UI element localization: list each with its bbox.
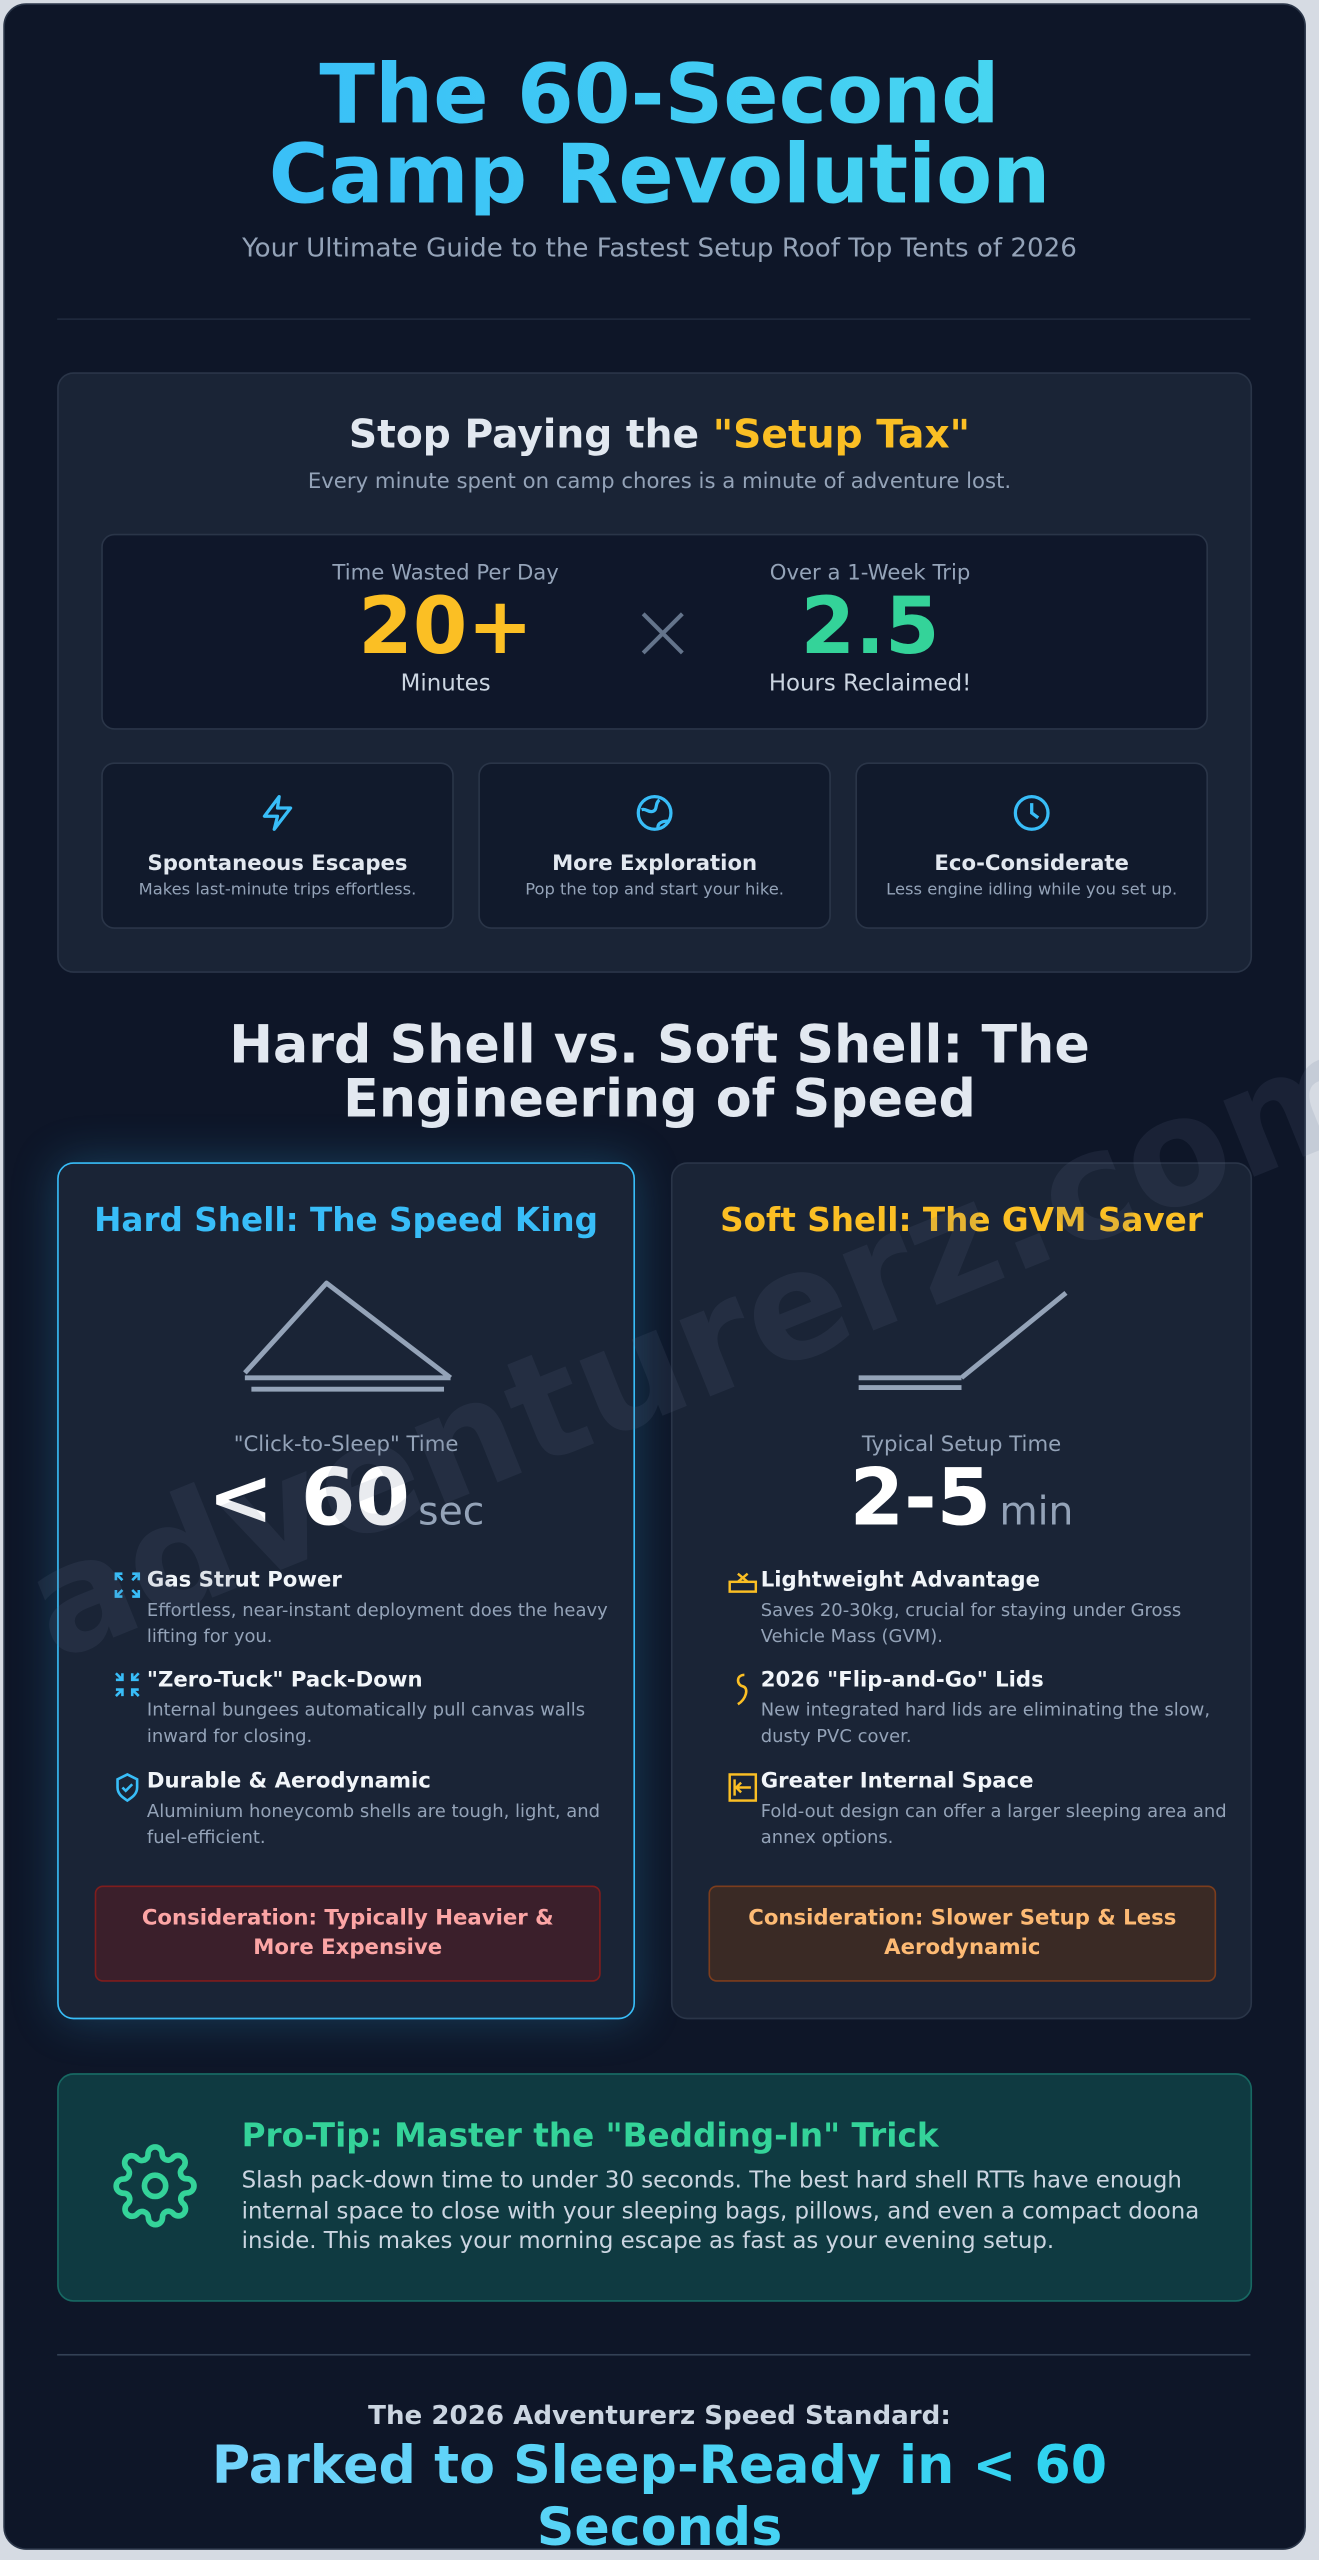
soft-shell-diagram: [858, 1290, 1068, 1391]
time-value: < 60: [207, 1452, 410, 1545]
stat: Time Wasted Per Day 20+ Minutes: [282, 562, 608, 697]
space-icon: [728, 1773, 758, 1802]
feature: "Zero-Tuck" Pack-Down Internal bungees au…: [114, 1668, 637, 1750]
stat-unit: Minutes: [400, 670, 491, 698]
benefit-text: Less engine idling while you set up.: [886, 881, 1178, 900]
hard-shell-diagram: [243, 1280, 453, 1392]
section-subtitle: Every minute spent on camp chores is a m…: [307, 470, 1012, 495]
section-title: Stop Paying the "Setup Tax": [0, 411, 1319, 457]
stat-value: 20+: [358, 581, 533, 673]
benefit-title: Spontaneous Escapes: [147, 852, 408, 877]
feature: Lightweight Advantage Saves 20-30kg, cruc…: [728, 1568, 1251, 1651]
tip-title: Pro-Tip: Master the "Bedding-In" Trick: [241, 2115, 939, 2155]
stats-box: [101, 533, 1208, 730]
feature-title: Durable & Aerodynamic: [146, 1769, 431, 1795]
footer-label: The 2026 Adventurerz Speed Standard:: [368, 2399, 951, 2431]
time-unit: min: [999, 1488, 1074, 1535]
divider: [57, 2353, 1251, 2356]
hard-shell-card: Hard Shell: The Speed King "Click-to-Sle…: [57, 1162, 637, 2020]
globe-icon: [636, 794, 673, 831]
time: 2-5 min: [673, 1458, 1251, 1540]
benefit-text: Pop the top and start your hike.: [525, 881, 784, 900]
weight-icon: [728, 1572, 758, 1593]
feature-title: 2026 "Flip-and-Go" Lids: [760, 1668, 1044, 1693]
benefit-title: Eco-Considerate: [934, 852, 1129, 877]
footer-headline: Parked to Sleep-Ready in < 60 Seconds: [88, 2434, 1231, 2558]
feature-text: Saves 20-30kg, crucial for staying under…: [760, 1599, 1182, 1648]
hook-icon: [736, 1673, 748, 1706]
feature: 2026 "Flip-and-Go" Lids New integrated ha…: [736, 1668, 1251, 1750]
consideration: Consideration: Typically Heavier & More …: [94, 1885, 601, 1982]
bolt-icon: [262, 794, 293, 831]
time-label: Typical Setup Time: [861, 1433, 1062, 1458]
stat-label: Over a 1-Week Trip: [769, 561, 971, 587]
feature-title: Greater Internal Space: [760, 1769, 1034, 1795]
time-value: 2-5: [849, 1452, 992, 1545]
benefit-card: Spontaneous Escapes Makes last-minute tri…: [101, 762, 454, 929]
soft-shell-card: Soft Shell: The GVM Saver Typical Setup …: [670, 1162, 1253, 2020]
time-unit: sec: [418, 1488, 485, 1535]
consideration: Consideration: Slower Setup & Less Aerod…: [708, 1885, 1217, 1982]
feature-text: Fold-out design can offer a larger sleep…: [760, 1800, 1227, 1848]
benefit-title: More Exploration: [552, 852, 758, 877]
times-icon: [641, 612, 684, 655]
feature-title: Gas Strut Power: [146, 1568, 342, 1594]
subtitle: Your Ultimate Guide to the Fastest Setup…: [242, 231, 1077, 263]
stat-value: 2.5: [800, 581, 940, 673]
divider: [57, 318, 1251, 320]
feature-text: Effortless, near-instant deployment does…: [146, 1599, 608, 1648]
comparison-title: Hard Shell vs. Soft Shell: The Engineeri…: [229, 1013, 1090, 1130]
feature-text: Aluminium honeycomb shells are tough, li…: [146, 1800, 601, 1848]
feature-text: Internal bungees automatically pull canv…: [146, 1699, 586, 1747]
title-highlight: "Setup Tax": [712, 411, 971, 458]
feature-title: "Zero-Tuck" Pack-Down: [146, 1668, 423, 1693]
clock-icon: [1013, 794, 1050, 831]
main-title: The 60-Second Camp Revolution: [196, 54, 1123, 216]
benefit-card: More Exploration Pop the top and start yo…: [478, 762, 831, 929]
expand-icon: [114, 1572, 141, 1598]
shield-icon: [116, 1772, 139, 1803]
benefit-card: Eco-Considerate Less engine idling while …: [855, 762, 1208, 929]
feature: Durable & Aerodynamic Aluminium honeycomb…: [116, 1769, 637, 1852]
stat-label: Time Wasted Per Day: [332, 561, 559, 587]
time-label: "Click-to-Sleep" Time: [233, 1433, 459, 1458]
card-title: Hard Shell: The Speed King: [94, 1199, 599, 1240]
card-title: Soft Shell: The GVM Saver: [720, 1199, 1203, 1240]
title-text: Stop Paying the: [348, 411, 713, 458]
benefit-text: Makes last-minute trips effortless.: [138, 881, 417, 900]
tip-text: Slash pack-down time to under 30 seconds…: [241, 2167, 1200, 2255]
feature: Gas Strut Power Effortless, near-instant …: [114, 1568, 637, 1651]
stat: Over a 1-Week Trip 2.5 Hours Reclaimed!: [707, 562, 1033, 697]
stat-unit: Hours Reclaimed!: [768, 670, 972, 698]
feature-title: Lightweight Advantage: [760, 1568, 1040, 1594]
pro-tip: Pro-Tip: Master the "Bedding-In" Trick S…: [57, 2073, 1253, 2302]
gear-icon: [113, 2144, 197, 2228]
feature-text: New integrated hard lids are eliminating…: [760, 1699, 1211, 1747]
compress-icon: [114, 1672, 140, 1698]
feature: Greater Internal Space Fold-out design ca…: [728, 1769, 1251, 1852]
time: < 60 sec: [59, 1458, 634, 1540]
